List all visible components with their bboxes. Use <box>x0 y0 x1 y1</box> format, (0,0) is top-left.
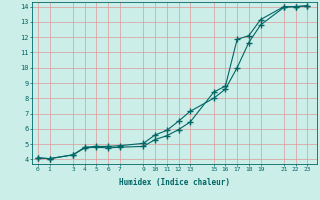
X-axis label: Humidex (Indice chaleur): Humidex (Indice chaleur) <box>119 178 230 187</box>
